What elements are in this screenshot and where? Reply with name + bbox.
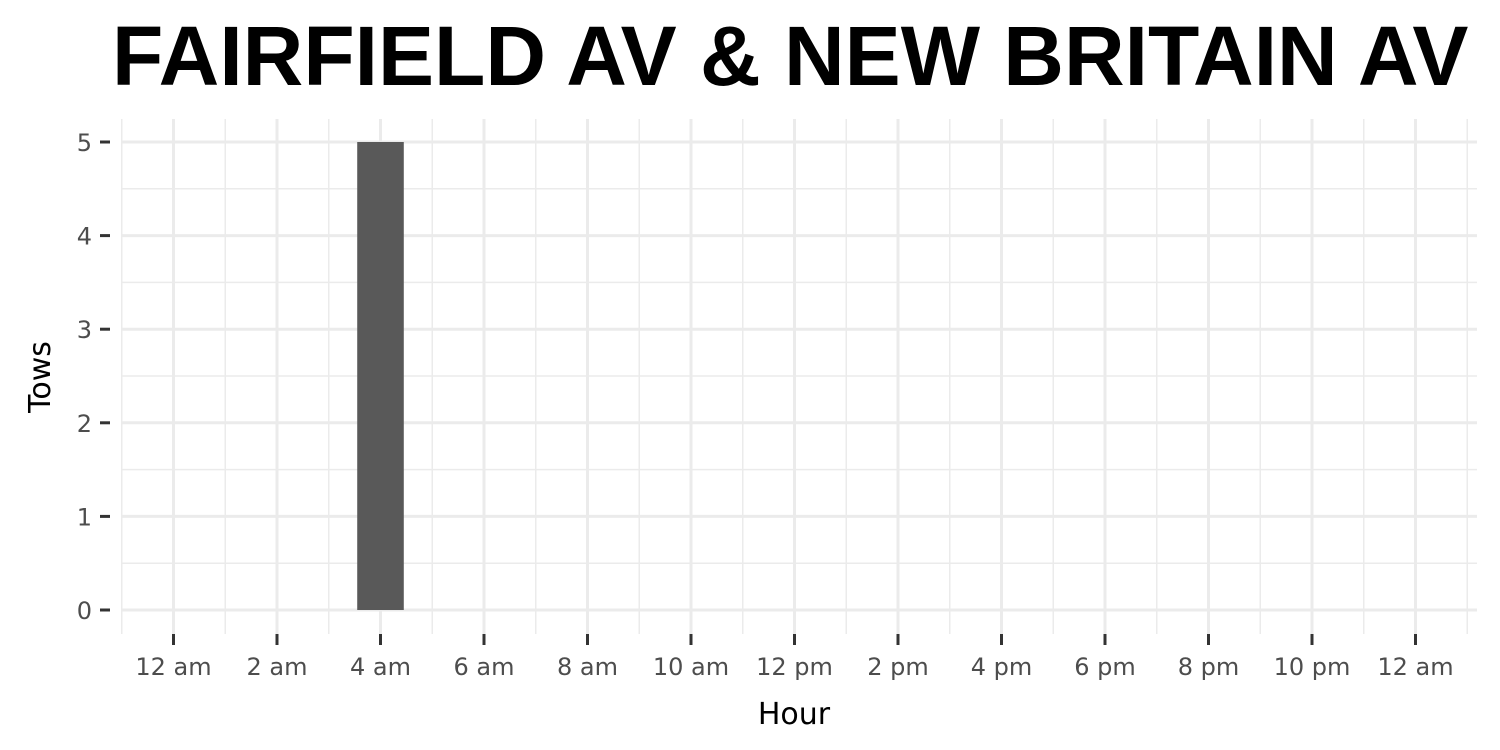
x-tick-label: 12 pm (756, 653, 833, 681)
y-tick-label: 2 (77, 410, 92, 438)
y-axis-title: Tows (23, 341, 58, 414)
x-tick-label: 2 am (247, 653, 308, 681)
x-tick-label: 6 am (454, 653, 515, 681)
x-axis-title: Hour (758, 697, 831, 732)
x-tick-label: 6 pm (1074, 653, 1136, 681)
chart-title: FAIRFIELD AV & NEW BRITAIN AV (112, 9, 1469, 103)
y-tick-label: 3 (77, 316, 92, 344)
x-tick-label: 12 am (135, 653, 211, 681)
x-tick-label: 8 am (557, 653, 618, 681)
x-tick-label: 4 pm (971, 653, 1033, 681)
y-tick-label: 4 (77, 223, 92, 251)
y-axis: 0 1 2 3 4 5 (77, 129, 110, 625)
x-tick-label: 10 pm (1274, 653, 1351, 681)
minor-gridlines (121, 119, 1477, 634)
x-tick-label: 12 am (1377, 653, 1453, 681)
y-tick-label: 0 (77, 597, 92, 625)
x-axis: 12 am 2 am 4 am 6 am 8 am 10 am 12 pm 2 pm 4 pm 6… (135, 634, 1454, 681)
y-tick-label: 1 (77, 503, 92, 531)
bar-hour-4 (357, 142, 404, 610)
x-tick-label: 10 am (653, 653, 729, 681)
x-tick-label: 4 am (350, 653, 411, 681)
bars (357, 142, 404, 610)
y-tick-label: 5 (77, 129, 92, 157)
x-tick-label: 2 pm (867, 653, 929, 681)
x-tick-label: 8 pm (1178, 653, 1240, 681)
